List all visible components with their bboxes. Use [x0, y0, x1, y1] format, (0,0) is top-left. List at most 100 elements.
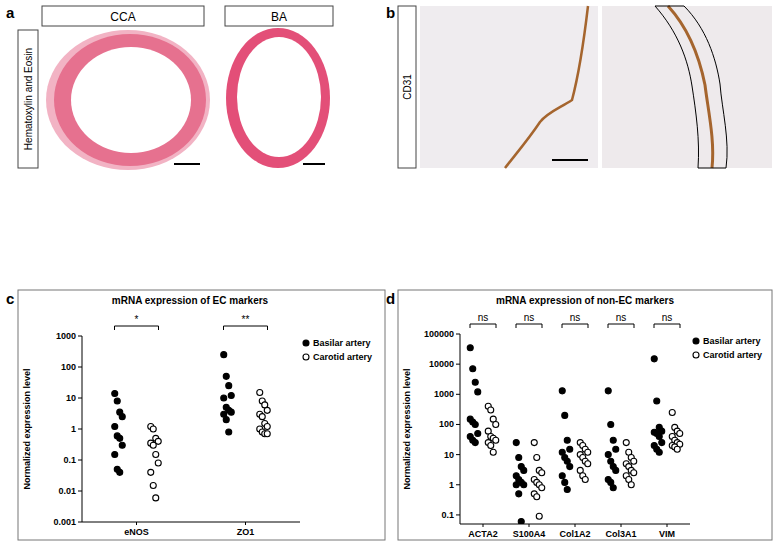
data-point	[521, 467, 527, 473]
column-header: BA	[271, 10, 287, 24]
category-label: eNOS	[124, 527, 149, 537]
data-point	[475, 389, 481, 395]
data-point	[493, 421, 499, 427]
y-tick-label: 1	[449, 480, 454, 490]
legend-marker	[303, 354, 309, 360]
data-point	[223, 373, 229, 379]
chart-title: mRNA expression of non-EC markers	[496, 295, 674, 306]
data-point	[150, 442, 156, 448]
data-point	[117, 469, 123, 475]
data-point	[226, 429, 232, 435]
y-tick-label: 1000	[56, 331, 76, 341]
chart-title: mRNA expression of EC markers	[112, 295, 269, 306]
x-axis	[82, 522, 300, 523]
y-tick-label: 0.1	[63, 455, 76, 465]
data-point	[656, 433, 662, 439]
legend-label: Basilar artery	[313, 338, 371, 348]
data-point	[488, 443, 494, 449]
data-point	[516, 455, 522, 461]
significance-label: ns	[478, 312, 489, 323]
data-point	[112, 452, 118, 458]
chart: mRNA expression of non-EC markersNormali…	[398, 290, 772, 540]
region-outline	[655, 6, 727, 168]
y-tick-label: 0.001	[53, 517, 76, 527]
data-point	[534, 494, 540, 500]
data-point	[493, 437, 499, 443]
points	[112, 352, 271, 501]
legend-label: Basilar artery	[703, 336, 761, 346]
data-point	[677, 431, 683, 437]
data-point	[257, 390, 263, 396]
data-point	[539, 470, 545, 476]
micrograph	[602, 6, 772, 168]
category-label: ACTA2	[468, 529, 497, 539]
data-point	[153, 495, 159, 501]
data-point	[564, 486, 570, 492]
y-tick-label: 10	[66, 393, 76, 403]
data-point	[513, 482, 519, 488]
data-point	[613, 467, 619, 473]
category-label: Col1A2	[559, 529, 590, 539]
panel-letter: d	[386, 290, 395, 307]
data-point	[518, 519, 524, 524]
data-point	[472, 379, 478, 385]
data-point	[564, 437, 570, 443]
significance-bracket	[608, 324, 634, 328]
data-point	[150, 426, 156, 432]
y-tick	[78, 460, 82, 461]
data-point	[119, 442, 125, 448]
panel-letter: c	[6, 290, 14, 307]
category-label: Col3A1	[605, 529, 636, 539]
y-tick-label: 0.1	[441, 510, 454, 520]
figure: abcdHematoxylin and EosinCCABACD31mRNA e…	[0, 0, 778, 547]
x-tick	[575, 524, 576, 527]
y-tick	[456, 514, 460, 515]
data-point	[119, 414, 125, 420]
data-point	[631, 470, 637, 476]
significance-bracket	[562, 324, 588, 328]
x-tick	[621, 524, 622, 527]
data-point	[259, 414, 265, 420]
header-box	[225, 6, 333, 26]
data-point	[521, 482, 527, 488]
significance-label: *	[135, 314, 139, 325]
data-point	[264, 431, 270, 437]
y-tick	[78, 367, 82, 368]
data-point	[531, 440, 537, 446]
data-point	[475, 431, 481, 437]
data-point	[559, 473, 565, 479]
data-point	[112, 424, 118, 430]
label-box	[398, 6, 416, 168]
x-tick	[667, 524, 668, 527]
y-tick-label: 100	[61, 362, 76, 372]
data-point	[472, 440, 478, 446]
vessel-adventitia	[46, 30, 210, 170]
significance-label: ns	[616, 312, 627, 323]
data-point	[659, 440, 665, 446]
y-tick	[456, 484, 460, 485]
data-point	[264, 407, 270, 413]
data-point	[112, 390, 118, 396]
data-point	[150, 483, 156, 489]
data-point	[585, 449, 591, 455]
y-tick-label: 0.01	[58, 486, 76, 496]
chart: mRNA expression of EC markersNormalized …	[18, 290, 385, 540]
significance-bracket	[654, 324, 680, 328]
micrograph	[420, 6, 598, 168]
data-point	[148, 469, 154, 475]
significance-label: ns	[570, 312, 581, 323]
data-point	[155, 460, 161, 466]
significance-bracket	[224, 326, 268, 330]
significance-label: ns	[524, 312, 535, 323]
data-point	[516, 491, 522, 497]
data-point	[536, 513, 542, 519]
legend-marker	[693, 352, 699, 358]
data-point	[513, 440, 519, 446]
data-point	[472, 421, 478, 427]
y-tick-label: 100000	[424, 329, 454, 339]
data-point	[228, 409, 234, 415]
data-point	[488, 407, 494, 413]
data-point	[221, 395, 227, 401]
data-point	[582, 476, 588, 482]
data-point	[623, 440, 629, 446]
